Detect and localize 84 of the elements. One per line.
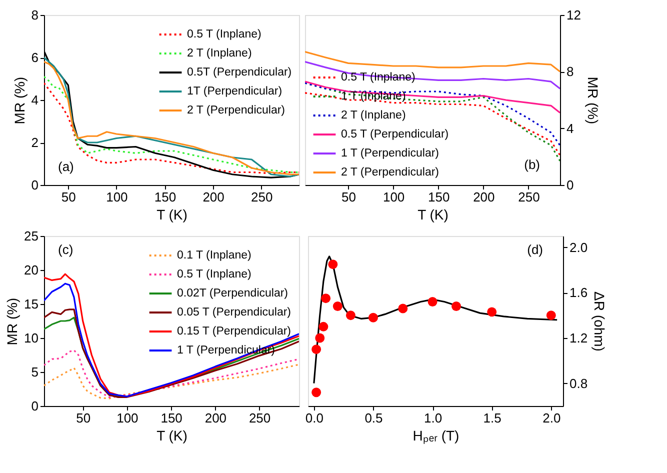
y2-tick-label: 0.8	[570, 376, 588, 391]
annotation: (a)	[58, 159, 74, 174]
x-tick-label: 150	[428, 190, 450, 204]
x-tick-label: 150	[154, 190, 176, 204]
legend-label: 2 T (Perpendicular)	[341, 166, 440, 178]
x-tick-label: 200	[473, 190, 495, 204]
line-series	[44, 364, 299, 400]
y2-tick-label: 12	[566, 8, 581, 22]
x-tick-label: 0.5	[364, 410, 383, 426]
y-tick-label: 4	[31, 92, 38, 108]
point	[318, 322, 328, 332]
point	[398, 304, 408, 314]
y-tick-label: 20	[24, 262, 38, 278]
legend-label: 0.5T (Perpendicular)	[187, 66, 292, 78]
line-series	[313, 256, 558, 384]
line-series	[305, 51, 560, 72]
point	[428, 297, 438, 306]
x-tick-label: 200	[204, 410, 227, 426]
y2-tick-label: 1.6	[570, 285, 588, 300]
legend-label: 0.5 T (Perpendicular)	[341, 128, 449, 140]
y-tick-label: 15	[24, 296, 38, 312]
x-tick-label: 150	[160, 410, 182, 426]
y-tick-label: 0	[31, 178, 38, 192]
x-axis-title: Hₚₑᵣ (T)	[412, 428, 460, 444]
x-tick-label: 250	[250, 190, 273, 204]
x-tick-label: 250	[248, 410, 271, 426]
annotation: (c)	[58, 242, 74, 257]
y2-tick-label: 0	[566, 178, 574, 192]
legend-label: 0.02T (Perpendicular)	[177, 288, 288, 300]
point	[312, 388, 322, 398]
y-tick-label: 8	[31, 8, 38, 22]
point	[487, 307, 497, 317]
x-tick-label: 50	[342, 190, 356, 204]
y-tick-label: 2	[31, 135, 38, 150]
annotation: (b)	[524, 157, 540, 172]
x-axis-title: T (K)	[418, 206, 448, 222]
x-tick-label: 250	[518, 190, 540, 204]
y-axis-title: MR (%)	[11, 76, 28, 124]
point	[368, 312, 378, 322]
legend-label: 2 T (Inplane)	[187, 48, 252, 60]
point	[328, 260, 338, 270]
x-tick-label: 100	[106, 190, 128, 204]
x-axis-title: T (K)	[156, 428, 188, 444]
legend-label: 0.05 T (Perpendicular)	[177, 306, 292, 318]
legend-label: 0.5 T (Inplane)	[187, 28, 262, 40]
legend-label: 2 T (Inplane)	[341, 110, 406, 122]
y2-tick-label: 4	[566, 120, 574, 136]
point	[332, 302, 342, 311]
line-series	[305, 60, 560, 90]
x-tick-label: 50	[76, 410, 91, 426]
point	[452, 302, 461, 311]
x-tick-label: 100	[382, 190, 405, 204]
x-tick-label: 1.0	[424, 410, 442, 426]
y-tick-label: 25	[24, 228, 38, 244]
y-axis-title: MR (%)	[4, 298, 20, 346]
x-tick-label: 200	[202, 190, 224, 204]
y-tick-label: 5	[31, 364, 38, 380]
y2-axis-title: ΔR (ohm)	[592, 292, 608, 352]
x-tick-label: 50	[61, 190, 76, 204]
point	[312, 344, 322, 354]
legend-label: 2 T (Perpendicular)	[187, 104, 286, 116]
point	[315, 333, 325, 343]
y2-tick-label: 1.2	[570, 330, 588, 346]
x-tick-label: 2.0	[542, 410, 561, 426]
legend-label: 1 T (Perpendicular)	[341, 148, 440, 160]
x-tick-label: 1.5	[483, 410, 502, 426]
y2-axis-title: MR (%)	[584, 76, 601, 124]
x-tick-label: 0.0	[305, 410, 324, 426]
point	[546, 310, 556, 320]
legend-label: 0.1 T (Inplane)	[177, 250, 252, 262]
x-tick-label: 100	[116, 410, 138, 426]
y-tick-label: 10	[24, 330, 38, 346]
y-tick-label: 6	[31, 50, 38, 65]
legend-label: 0.15 T (Perpendicular)	[177, 326, 292, 338]
y2-tick-label: 2.0	[570, 240, 588, 255]
line-series	[305, 82, 560, 146]
y-tick-label: 0	[31, 398, 38, 414]
point	[346, 310, 356, 320]
y2-tick-label: 8	[566, 64, 574, 80]
annotation: (d)	[527, 242, 543, 257]
legend-label: 0.5 T (Inplane)	[177, 268, 252, 280]
point	[321, 294, 331, 304]
legend-label: 1T (Perpendicular)	[187, 86, 282, 98]
x-axis-title: T (K)	[156, 206, 188, 222]
